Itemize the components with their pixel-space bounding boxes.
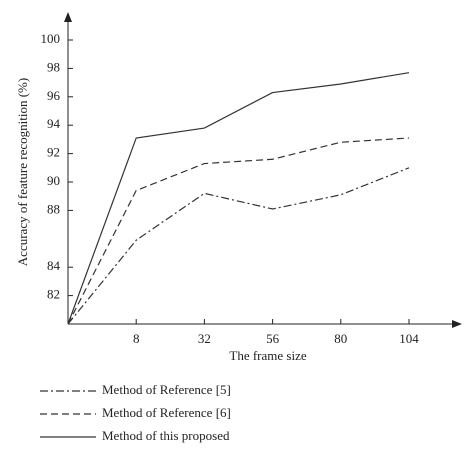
- x-tick-label: 56: [266, 331, 280, 346]
- y-tick-label: 90: [47, 173, 60, 188]
- x-axis-label: The frame size: [229, 348, 306, 363]
- y-tick-label: 94: [47, 116, 61, 131]
- x-tick-label: 8: [133, 331, 140, 346]
- y-tick-label: 100: [41, 31, 61, 46]
- x-tick-label: 104: [399, 331, 419, 346]
- series-line: [67, 72, 410, 325]
- x-tick-label: 32: [198, 331, 211, 346]
- y-tick-label: 84: [47, 258, 61, 273]
- y-tick-label: 82: [47, 287, 60, 302]
- legend-label: Method of this proposed: [102, 428, 230, 443]
- y-tick-label: 88: [47, 201, 60, 216]
- x-axis-arrow: [452, 320, 462, 328]
- legend-label: Method of Reference [6]: [102, 405, 231, 420]
- y-tick-label: 92: [47, 145, 60, 160]
- series-line: [67, 137, 410, 325]
- x-tick-label: 80: [334, 331, 347, 346]
- y-tick-label: 96: [47, 88, 61, 103]
- y-axis-label: Accuracy of feature recognition (%): [15, 78, 30, 266]
- series-line: [67, 167, 410, 325]
- legend-label: Method of Reference [5]: [102, 382, 231, 397]
- y-axis-arrow: [64, 12, 72, 22]
- y-tick-label: 98: [47, 59, 60, 74]
